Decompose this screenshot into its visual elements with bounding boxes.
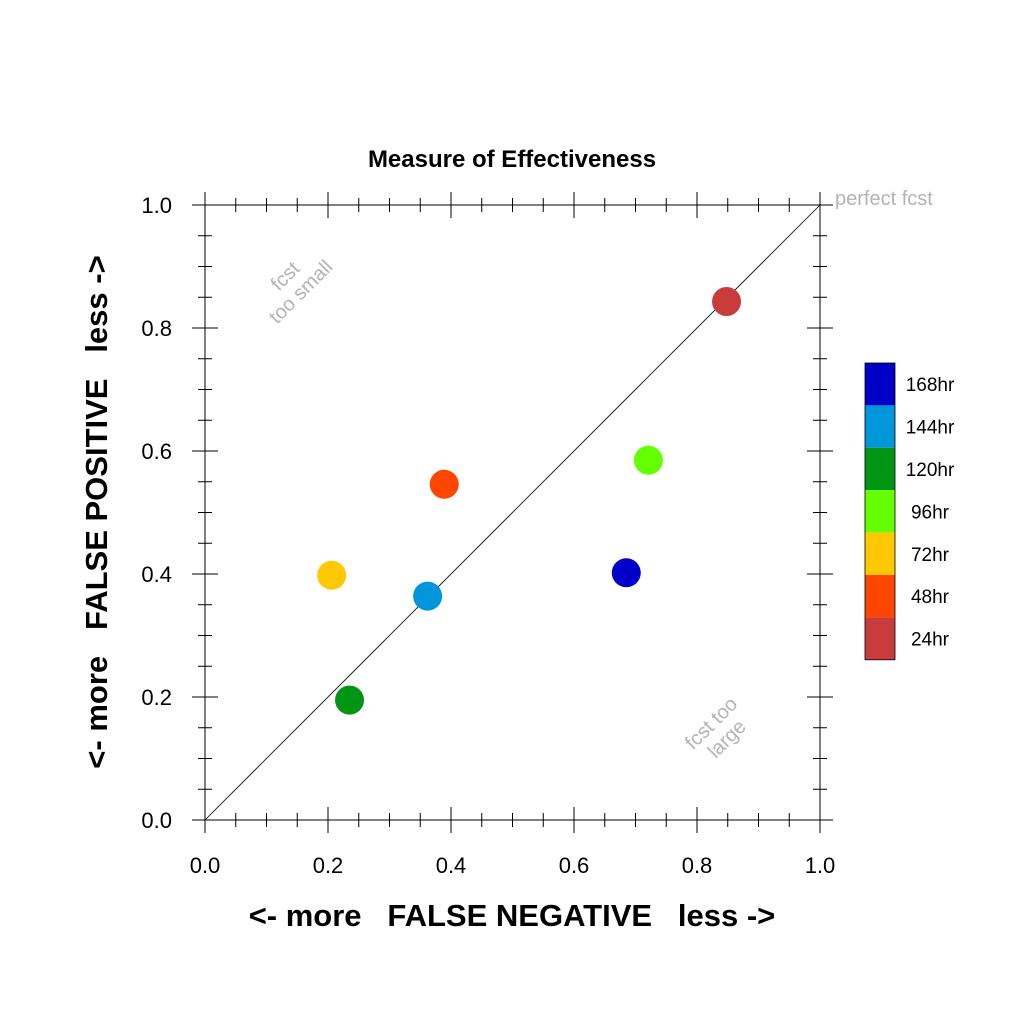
x-tick-label: 0.8 [682, 853, 713, 878]
legend-label-168hr: 168hr [906, 375, 955, 396]
legend-label-144hr: 144hr [906, 418, 955, 439]
chart-title: Measure of Effectiveness [368, 146, 656, 173]
too-large-annotation: fcst too large [681, 693, 751, 763]
axis-ticks [192, 192, 833, 833]
legend: 168hr 144hr 120hr 96hr 72hr 48hr 24hr [864, 362, 955, 661]
y-tick-labels: 0.0 0.2 0.4 0.6 0.8 1.0 [141, 193, 172, 833]
y-tick-label: 0.6 [141, 439, 172, 464]
y-tick-label: 0.8 [141, 316, 172, 341]
plot-area [192, 192, 833, 833]
data-point-120hr [335, 685, 365, 715]
legend-label-72hr: 72hr [911, 545, 950, 566]
data-point-96hr [633, 445, 663, 475]
y-tick-label: 1.0 [141, 193, 172, 218]
data-markers [317, 287, 742, 715]
too-small-annotation: fcst too small [265, 256, 337, 328]
y-tick-label: 0.2 [141, 685, 172, 710]
y-axis-label: <- more FALSE POSITIVE less -> [79, 255, 114, 768]
too-small-line-2: too small [265, 256, 337, 328]
perfect-forecast-annotation: perfect fcst [835, 188, 933, 210]
x-tick-label: 0.2 [313, 853, 344, 878]
x-tick-label: 0.6 [559, 853, 590, 878]
legend-swatch-48hr [865, 575, 895, 618]
data-point-168hr [611, 558, 641, 588]
legend-label-24hr: 24hr [911, 630, 950, 651]
data-point-144hr [413, 581, 443, 611]
legend-swatch-96hr [865, 490, 895, 533]
x-tick-label: 0.0 [190, 853, 221, 878]
legend-swatch-144hr [865, 405, 895, 448]
x-tick-labels: 0.0 0.2 0.4 0.6 0.8 1.0 [190, 853, 836, 878]
y-tick-label: 0.0 [141, 808, 172, 833]
legend-label-120hr: 120hr [906, 460, 955, 481]
x-tick-label: 1.0 [805, 853, 836, 878]
data-point-24hr [712, 287, 742, 317]
x-axis-label: <- more FALSE NEGATIVE less -> [249, 898, 776, 933]
y-tick-label: 0.4 [141, 562, 172, 587]
legend-swatch-24hr [865, 617, 895, 660]
legend-frame [864, 362, 896, 661]
legend-swatch-72hr [865, 532, 895, 575]
x-tick-label: 0.4 [436, 853, 467, 878]
legend-swatch-168hr [865, 363, 895, 406]
legend-swatch-120hr [865, 447, 895, 491]
legend-label-48hr: 48hr [911, 587, 950, 608]
data-point-48hr [429, 469, 459, 499]
legend-label-96hr: 96hr [911, 502, 950, 523]
data-point-72hr [317, 560, 347, 590]
